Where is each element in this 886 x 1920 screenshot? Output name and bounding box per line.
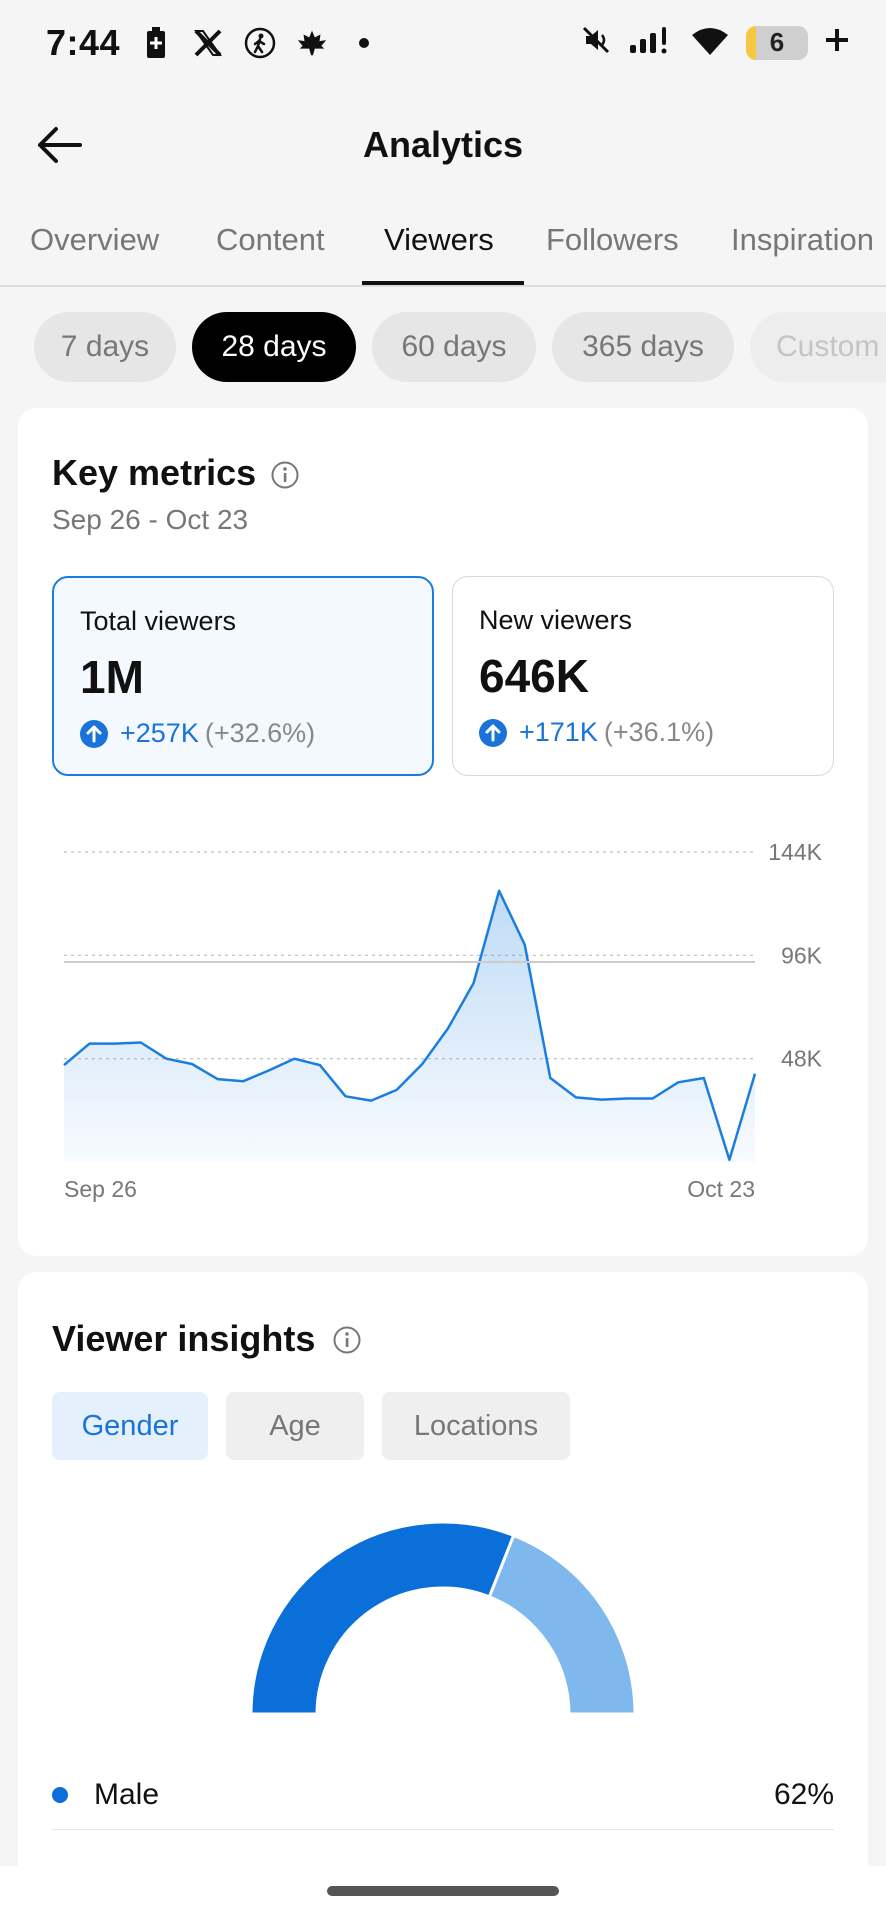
- status-right-icons: 6: [580, 24, 850, 61]
- key-metrics-card: Key metrics Sep 26 - Oct 23 Total viewer…: [18, 408, 868, 1256]
- chart-series-line: [63, 889, 757, 1162]
- home-indicator[interactable]: [327, 1886, 559, 1896]
- period-chip-7-days[interactable]: 7 days: [34, 312, 176, 382]
- accessibility-walk-icon: [244, 26, 276, 60]
- key-metrics-title: Key metrics: [52, 452, 257, 493]
- metric-delta: +257K: [120, 718, 199, 748]
- metric-percent: (+36.1%): [603, 717, 715, 747]
- new-viewers-card[interactable]: New viewers 646K +171K (+36.1%): [452, 576, 834, 776]
- total-viewers-card[interactable]: Total viewers 1M +257K (+32.6%): [52, 576, 434, 776]
- period-chip-60-days[interactable]: 60 days: [372, 312, 536, 382]
- y-tick-label: 48K: [781, 1046, 823, 1072]
- info-icon[interactable]: [332, 1325, 362, 1355]
- gender-legend-male[interactable]: Male 62%: [52, 1760, 834, 1830]
- page-title: Analytics: [362, 124, 524, 165]
- segment-locations[interactable]: Locations: [382, 1392, 570, 1460]
- legend-label: Male: [94, 1777, 160, 1811]
- info-icon[interactable]: [270, 460, 300, 490]
- period-chip-custom[interactable]: Custom: [750, 312, 886, 382]
- status-bar: 7:44: [0, 0, 886, 90]
- period-chip-365-days[interactable]: 365 days: [552, 312, 734, 382]
- tab-inspiration[interactable]: Inspiration: [731, 222, 875, 257]
- legend-value: 62%: [773, 1777, 834, 1811]
- metric-change: +171K (+36.1%): [479, 717, 714, 748]
- metric-value: 646K: [479, 650, 589, 702]
- viewers-chart: 144K 96K 48K Sep 26 Oct 23: [18, 808, 868, 1228]
- gender-segment-male[interactable]: [249, 1520, 516, 1716]
- bottom-gesture-area: [0, 1866, 886, 1920]
- arrow-up-circle-icon: [479, 718, 507, 747]
- metric-change: +257K (+32.6%): [80, 718, 315, 749]
- metric-label: New viewers: [479, 605, 633, 635]
- active-tab-indicator: [362, 281, 524, 285]
- gender-semicircle-chart: [249, 1520, 637, 1716]
- period-chip-28-days[interactable]: 28 days: [192, 312, 356, 382]
- y-tick-label: 96K: [781, 942, 823, 968]
- top-app-bar: Analytics: [0, 100, 886, 190]
- date-range: Sep 26 - Oct 23: [52, 504, 249, 535]
- x-tick-start: Sep 26: [64, 1176, 137, 1202]
- tab-followers[interactable]: Followers: [546, 222, 679, 257]
- battery-saver-icon: [140, 26, 172, 60]
- metric-percent: (+32.6%): [204, 718, 316, 748]
- male-color-dot: [52, 1786, 68, 1803]
- status-time: 7:44: [46, 22, 121, 63]
- signal-icon: [628, 25, 674, 60]
- mute-icon: [580, 24, 612, 61]
- battery-level: 6: [769, 27, 785, 57]
- gender-gauge: [18, 1502, 868, 1742]
- battery-indicator: 6: [746, 25, 808, 60]
- notification-dot-icon: [348, 26, 380, 60]
- tab-overview[interactable]: Overview: [30, 222, 160, 257]
- back-button[interactable]: [30, 118, 90, 172]
- y-tick-label: 144K: [768, 839, 822, 865]
- x-app-icon: [192, 26, 224, 60]
- segment-gender[interactable]: Gender: [52, 1392, 208, 1460]
- segment-age[interactable]: Age: [226, 1392, 364, 1460]
- wifi-icon: [690, 25, 730, 60]
- chart-area-fill: [64, 890, 755, 1162]
- metric-label: Total viewers: [80, 606, 237, 636]
- metric-value: 1M: [80, 651, 144, 703]
- back-arrow-icon: [38, 127, 82, 163]
- viewers-area-chart: 144K 96K 48K Sep 26 Oct 23: [63, 839, 823, 1202]
- metric-delta: +171K: [519, 717, 598, 747]
- gender-segment-other[interactable]: [487, 1533, 637, 1716]
- status-left-icons: [140, 26, 380, 60]
- period-selector: 7 days 28 days 60 days 365 days Custom: [0, 312, 886, 384]
- maple-leaf-icon: [296, 26, 328, 60]
- viewer-insights-card: Viewer insights Gender Age Locations Mal…: [18, 1272, 868, 1920]
- tab-viewers[interactable]: Viewers: [384, 222, 494, 257]
- charging-plus-icon: [824, 27, 850, 58]
- viewer-insights-title: Viewer insights: [52, 1318, 316, 1359]
- tab-content[interactable]: Content: [216, 222, 325, 257]
- x-tick-end: Oct 23: [687, 1176, 755, 1202]
- analytics-tabs: Overview Content Viewers Followers Inspi…: [0, 212, 886, 287]
- arrow-up-circle-icon: [80, 719, 108, 748]
